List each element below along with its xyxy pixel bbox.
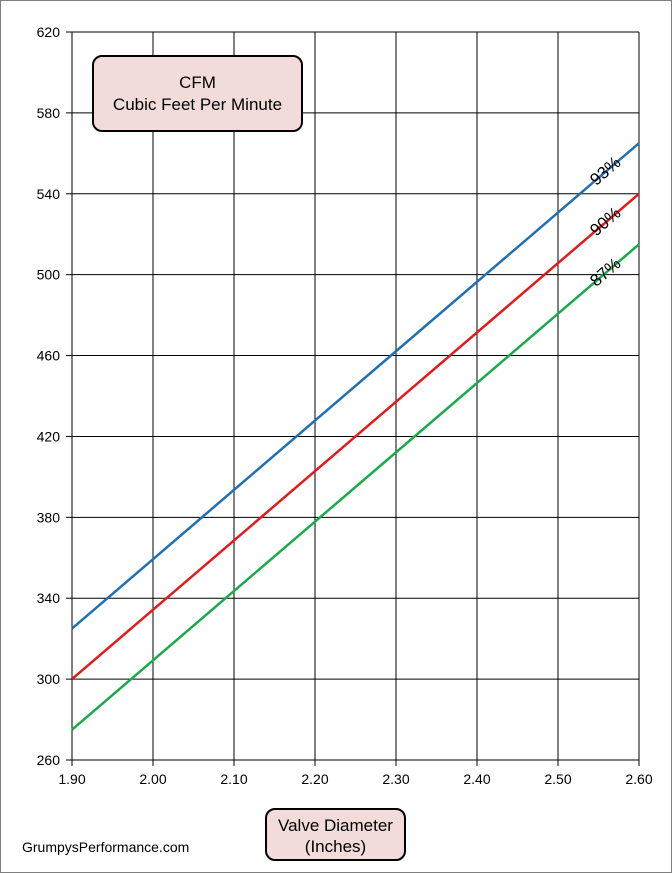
x-axis-unit: (Inches) [304,837,367,856]
x-tick-label: 2.10 [220,771,247,787]
y-tick-label: 540 [37,186,61,202]
y-tick-label: 620 [37,24,61,40]
y-tick-label: 420 [37,428,61,444]
x-tick-label: 2.60 [625,771,652,787]
series-line [71,142,640,630]
x-tick-label: 2.00 [139,771,166,787]
y-tick-label: 500 [37,267,61,283]
chart-subtitle: Cubic Feet Per Minute [112,95,283,114]
x-axis-label-box: Valve Diameter (Inches) [265,808,406,861]
x-tick-label: 2.30 [382,771,409,787]
axes: 1.90 2.00 2.10 2.20 2.30 2.40 2.50 2.60 260 300 34… [37,24,653,787]
x-tick-label: 2.20 [301,771,328,787]
y-tick-label: 380 [37,509,61,525]
x-tick-label: 1.90 [58,771,85,787]
grid [71,31,640,761]
y-tick-label: 260 [37,752,61,768]
y-tick-label: 340 [37,590,61,606]
series-labels: 93%90%87% [586,153,624,291]
series-line [71,192,640,681]
series-lines [71,142,640,731]
x-tick-label: 2.50 [544,771,571,787]
y-tick-label: 300 [37,671,61,687]
x-axis-label: Valve Diameter [278,816,393,835]
chart-title: CFM [179,73,216,92]
y-tick-label: 460 [37,348,61,364]
site-watermark: GrumpysPerformance.com [22,839,190,855]
series-line [71,243,640,731]
y-tick-label: 580 [37,105,61,121]
chart-title-box: CFM Cubic Feet Per Minute [92,55,303,132]
x-tick-label: 2.40 [463,771,490,787]
